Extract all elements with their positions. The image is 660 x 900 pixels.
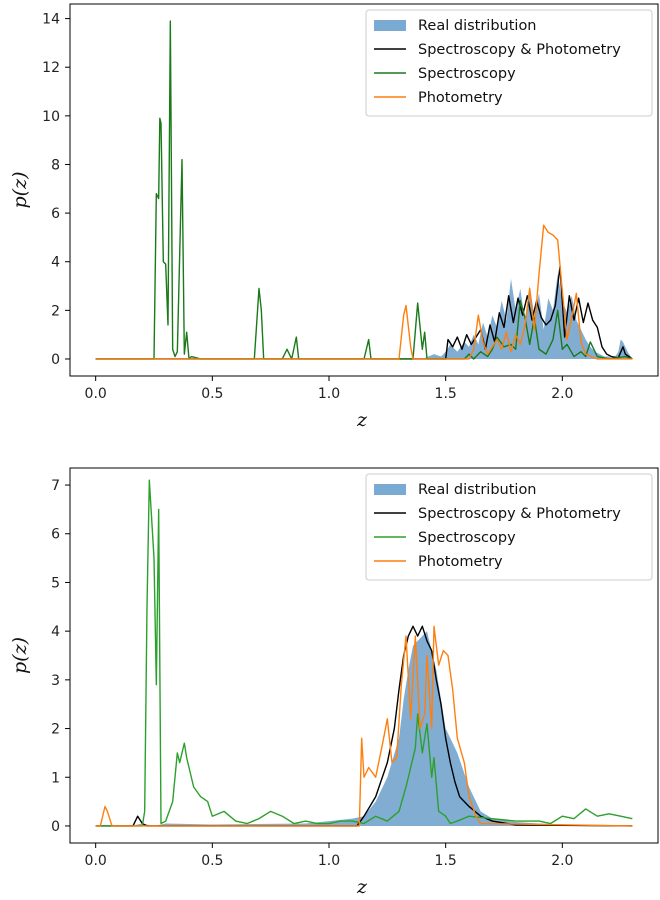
y-tick-label: 14 <box>42 12 60 28</box>
x-tick-label: 2.0 <box>551 386 573 402</box>
y-tick-label: 3 <box>51 673 60 689</box>
y-tick-label: 0 <box>51 819 60 835</box>
axes-frame <box>69 3 659 377</box>
x-tick-label: 1.0 <box>318 853 340 869</box>
x-axis-label: z <box>356 876 368 898</box>
legend-box <box>365 9 653 117</box>
legend: Real distribution Spectroscopy & Photomet… <box>365 9 653 117</box>
legend-swatch <box>374 484 406 495</box>
x-tick-label: 0.5 <box>201 853 223 869</box>
legend-entry-label: Spectroscopy <box>418 66 516 82</box>
legend: Real distribution Spectroscopy & Photomet… <box>365 473 653 581</box>
legend-box <box>365 473 653 581</box>
y-tick-label: 1 <box>51 770 60 786</box>
y-axis-label: p(z) <box>9 637 31 674</box>
series-spectroscopy-photometry-line <box>95 625 633 827</box>
y-tick-label: 2 <box>51 303 60 319</box>
y-tick-label: 10 <box>42 109 60 125</box>
legend-entry-label: Photometry <box>418 90 503 106</box>
y-tick-label: 5 <box>51 575 60 591</box>
chart-panel-bottom: 0.0 0.5 1.0 1.5 2.0 0 1 2 3 4 5 6 7 z p(z) Real distrib… <box>9 467 659 898</box>
series-photometry-line <box>95 224 633 360</box>
x-tick-label: 1.5 <box>435 853 457 869</box>
series-spectroscopy-photometry-line <box>95 265 633 360</box>
series-real-distribution-area <box>95 631 633 826</box>
x-tick-label: 1.5 <box>435 386 457 402</box>
y-tick-label: 0 <box>51 352 60 368</box>
x-tick-label: 0.5 <box>201 386 223 402</box>
x-tick-label: 2.0 <box>551 853 573 869</box>
y-tick-label: 8 <box>51 157 60 173</box>
axes-frame <box>69 467 659 844</box>
legend-entry-label: Photometry <box>418 554 503 570</box>
x-tick-label: 0.0 <box>85 853 107 869</box>
y-tick-label: 4 <box>51 255 60 271</box>
y-tick-label: 4 <box>51 624 60 640</box>
legend-entry-label: Real distribution <box>418 482 537 498</box>
y-tick-label: 6 <box>51 206 60 222</box>
x-tick-label: 1.0 <box>318 386 340 402</box>
x-axis-label: z <box>356 409 368 431</box>
chart-panel-top: 0.0 0.5 1.0 1.5 2.0 0 2 4 6 8 10 12 14 z p(z) Real dist… <box>9 3 659 431</box>
legend-entry-label: Spectroscopy & Photometry <box>418 42 621 58</box>
series-spectroscopy-line <box>95 479 633 827</box>
y-tick-label: 12 <box>42 60 60 76</box>
legend-entry-label: Real distribution <box>418 18 537 34</box>
legend-entry-label: Spectroscopy & Photometry <box>418 506 621 522</box>
y-tick-label: 2 <box>51 722 60 738</box>
y-tick-label: 7 <box>51 478 60 494</box>
series-photometry-line <box>95 625 633 827</box>
legend-swatch <box>374 20 406 31</box>
x-tick-label: 0.0 <box>85 386 107 402</box>
y-tick-label: 6 <box>51 527 60 543</box>
legend-entry-label: Spectroscopy <box>418 530 516 546</box>
y-axis-label: p(z) <box>9 172 31 209</box>
series-spectroscopy-line <box>95 20 633 360</box>
